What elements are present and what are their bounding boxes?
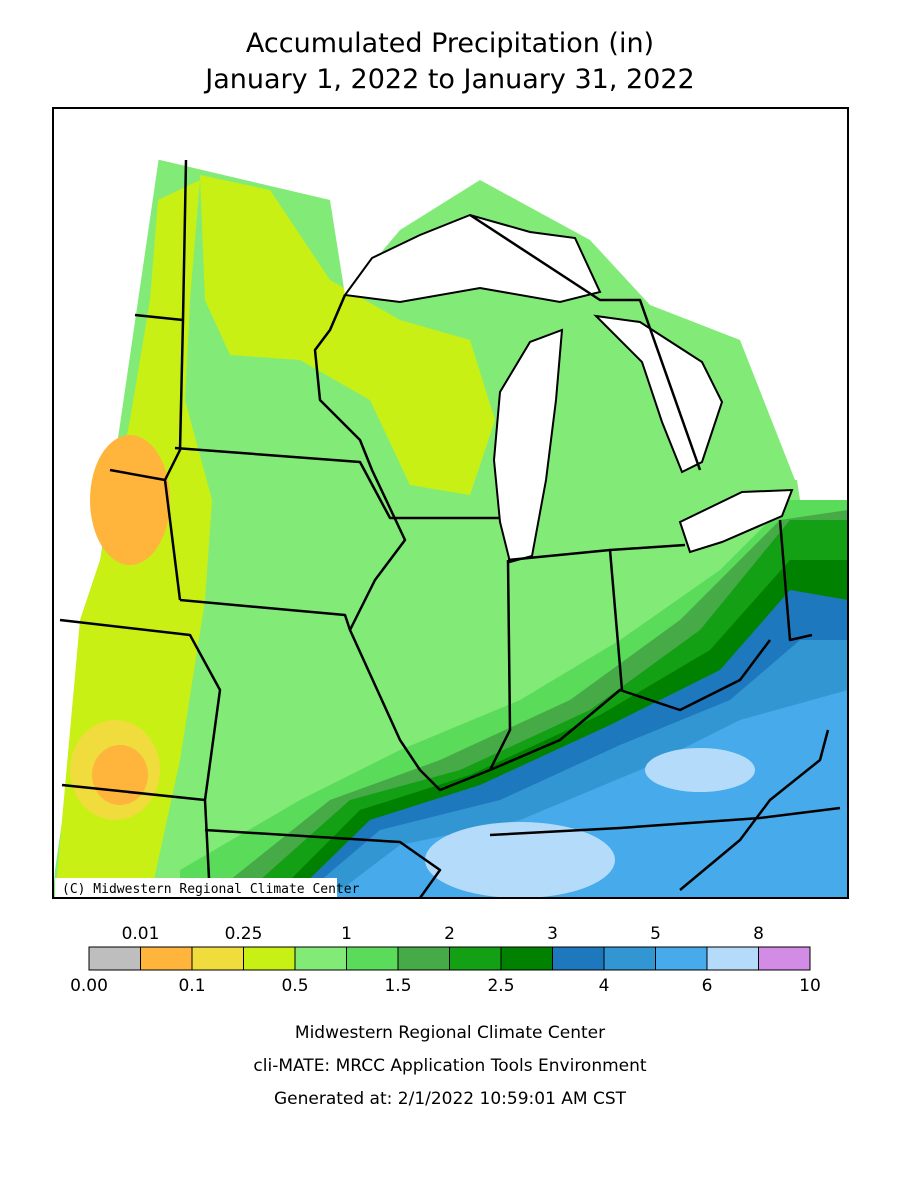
legend-label: 8: [753, 924, 764, 944]
border-line: [469, 213, 702, 471]
footer-line: Midwestern Regional Climate Center: [295, 1023, 605, 1043]
orange-region: [90, 435, 170, 565]
legend-swatch: [140, 946, 193, 971]
legend-label: 0.1: [178, 976, 205, 996]
lake-michigan: [492, 328, 564, 564]
state-line: [61, 783, 206, 802]
legend: 0.00 0.01 0.1 0.25 0.5 1 1.5 2 2.5 3 4 5 6 8 10: [70, 924, 821, 996]
legend-swatch: [397, 946, 450, 971]
footer-line: cli-MATE: MRCC Application Tools Environ…: [253, 1056, 646, 1076]
state-line: [679, 729, 830, 891]
legend-label: 10: [799, 976, 821, 996]
legend-swatch: [552, 946, 605, 971]
legend-swatch: [500, 946, 553, 971]
credit-box: [55, 878, 337, 898]
lake-superior: [343, 213, 602, 304]
legend-swatch: [603, 946, 656, 971]
lake-huron: [593, 314, 724, 474]
state-line: [174, 446, 500, 520]
map-frame: [52, 107, 849, 899]
state-line: [489, 639, 771, 772]
state-line: [489, 806, 841, 837]
legend-swatch: [88, 946, 141, 971]
legend-label: 4: [599, 976, 610, 996]
legend-swatch: [655, 946, 708, 971]
lightest-region: [645, 748, 755, 792]
lightest-region: [425, 822, 615, 898]
legend-label: 2: [444, 924, 455, 944]
title: Accumulated Precipitation (in): [246, 28, 654, 59]
state-line: [59, 618, 222, 898]
legend-label: 0.01: [122, 924, 160, 944]
legend-swatch: [706, 946, 759, 971]
legend-swatch: [346, 946, 399, 971]
canada: [53, 108, 848, 480]
state-line: [163, 159, 188, 601]
legend-swatch: [243, 946, 296, 971]
state-line: [109, 468, 166, 482]
legend-label: 3: [547, 924, 558, 944]
legend-label: 5: [650, 924, 661, 944]
legend-label: 1.5: [384, 976, 411, 996]
state-line: [313, 294, 422, 771]
state-line: [778, 519, 813, 642]
legend-label: 0.00: [70, 976, 108, 996]
legend-label: 6: [702, 976, 713, 996]
legend-label: 0.25: [225, 924, 263, 944]
credit: (C) Midwestern Regional Climate Center: [62, 882, 360, 897]
footer-line: Generated at: 2/1/2022 10:59:01 AM CST: [274, 1089, 627, 1109]
lake-erie: [678, 488, 794, 554]
legend-swatch: [294, 946, 347, 971]
map: (C) Midwestern Regional Climate Center: [53, 108, 848, 898]
legend-label: 1: [341, 924, 352, 944]
legend-swatch: [758, 946, 811, 971]
orange-region: [92, 745, 148, 805]
legend-label: 2.5: [487, 976, 514, 996]
legend-swatch: [449, 946, 502, 971]
state-line: [609, 543, 686, 552]
legend-label: 0.5: [281, 976, 308, 996]
subtitle: January 1, 2022 to January 31, 2022: [203, 64, 694, 95]
state-line: [179, 598, 352, 631]
state-line: [134, 313, 184, 322]
legend-swatch: [191, 946, 244, 971]
state-line: [204, 828, 442, 898]
north-region: [200, 175, 495, 495]
